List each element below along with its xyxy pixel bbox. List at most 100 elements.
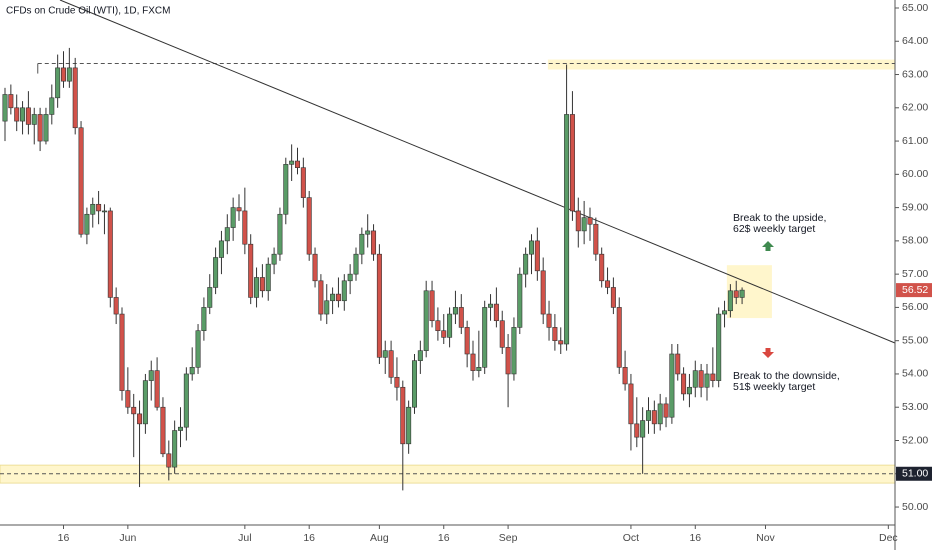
candle-body	[177, 426, 183, 431]
candle-body	[359, 233, 365, 255]
candle-body	[101, 210, 107, 213]
candle-body	[312, 253, 318, 282]
candle-body	[330, 293, 336, 302]
candle-body	[605, 280, 611, 288]
candle-body	[593, 223, 599, 255]
candle-body	[265, 263, 271, 292]
candle-body	[55, 67, 61, 99]
candle-body	[499, 320, 505, 348]
y-tick-label: 52.00	[902, 434, 928, 446]
candle-body	[107, 210, 113, 298]
annotation-text: 62$ weekly target	[733, 223, 815, 235]
candle-body	[49, 97, 55, 115]
last-price-box	[896, 283, 932, 298]
candle-body	[628, 383, 634, 425]
candle-body	[306, 197, 312, 255]
candle-body	[452, 307, 458, 315]
candle-body	[31, 114, 37, 125]
candle-body	[435, 320, 441, 332]
x-tick-label: 16	[58, 532, 70, 544]
candle-body	[195, 330, 201, 368]
candle-body	[616, 307, 622, 368]
candle-body	[698, 370, 704, 388]
x-tick-label: Aug	[370, 532, 389, 544]
candle-body	[37, 114, 43, 142]
candle-body	[739, 289, 745, 298]
candle-body	[493, 303, 499, 322]
candle-body	[411, 360, 417, 408]
annotation-text: 51$ weekly target	[733, 381, 815, 393]
candle-body	[20, 107, 26, 122]
candle-body	[686, 386, 692, 395]
candle-body	[587, 217, 593, 225]
candle-body	[400, 386, 406, 445]
plot-area	[0, 0, 896, 491]
candle-body	[347, 273, 353, 282]
candle-body	[423, 290, 429, 351]
candle-body	[218, 240, 224, 258]
candle-body	[300, 167, 306, 198]
y-tick-label: 60.00	[902, 168, 928, 180]
x-tick-label: 16	[438, 532, 450, 544]
y-tick-label: 53.00	[902, 401, 928, 413]
x-tick-label: 16	[303, 532, 315, 544]
chart-title: CFDs on Crude Oil (WTI), 1D, FXCM	[6, 6, 170, 17]
candle-body	[113, 297, 119, 315]
candle-body	[318, 280, 324, 315]
target-box	[726, 265, 772, 319]
candle-body	[517, 273, 523, 328]
time-axis-bg	[0, 525, 895, 550]
candle-body	[189, 367, 195, 375]
candle-body	[534, 240, 540, 272]
trendline	[59, 0, 896, 344]
candle-body	[125, 390, 131, 408]
candle-body	[166, 453, 172, 468]
candle-body	[324, 300, 330, 315]
candle-body	[148, 370, 154, 381]
y-tick-label: 61.00	[902, 135, 928, 147]
candle-body	[335, 293, 341, 302]
x-tick-label: Sep	[499, 532, 518, 544]
candle-body	[172, 430, 178, 468]
candle-body	[388, 350, 394, 378]
candle-body	[207, 287, 213, 308]
support-price-box	[896, 466, 932, 481]
candle-body	[523, 253, 529, 275]
candle-body	[458, 307, 464, 328]
candle-body	[581, 217, 587, 232]
candle-body	[341, 280, 347, 302]
y-tick-label: 50.00	[902, 501, 928, 513]
x-tick-label: Dec	[879, 532, 898, 544]
candle-body	[564, 114, 570, 345]
resistance-zone	[547, 59, 895, 70]
candle-body	[575, 210, 581, 232]
candle-body	[710, 373, 716, 381]
candle-body	[142, 380, 148, 425]
candle-body	[137, 413, 143, 425]
candle-body	[640, 420, 646, 438]
candle-body	[610, 287, 616, 308]
candle-body	[727, 290, 733, 312]
candle-body	[61, 67, 67, 82]
candle-body	[224, 227, 230, 242]
y-tick-label: 65.00	[902, 2, 928, 14]
candle-body	[511, 327, 517, 375]
y-tick-label: 59.00	[902, 201, 928, 213]
y-tick-label: 64.00	[902, 35, 928, 47]
candle-body	[14, 107, 20, 122]
candle-body	[447, 313, 453, 338]
candle-body	[681, 373, 687, 395]
candle-body	[692, 370, 698, 388]
candle-body	[119, 313, 125, 391]
arrow-down	[762, 348, 774, 358]
candle-body	[622, 367, 628, 385]
candle-body	[476, 367, 482, 371]
candle-body	[540, 270, 546, 315]
candle-body	[558, 340, 564, 345]
y-tick-label: 55.00	[902, 334, 928, 346]
candle-body	[72, 67, 78, 129]
candle-body	[552, 327, 558, 341]
candle-body	[663, 403, 669, 418]
candle-body	[66, 67, 72, 82]
